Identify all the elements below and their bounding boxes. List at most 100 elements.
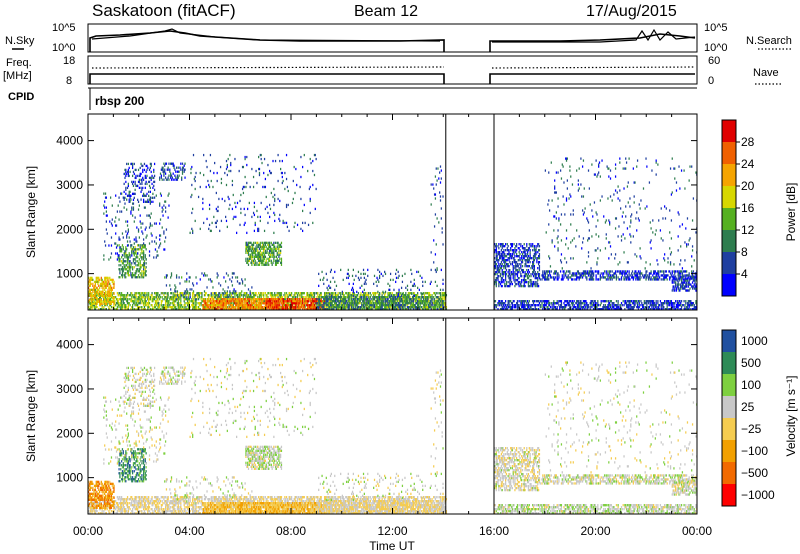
power-cell [189, 292, 191, 295]
power-cell [109, 302, 112, 305]
power-cell [160, 302, 162, 305]
power-cell [390, 302, 393, 305]
power-cell [212, 304, 214, 307]
power-cell [265, 302, 267, 305]
power-cell [175, 170, 177, 173]
power-cell [164, 206, 167, 209]
power-cell [131, 244, 133, 247]
power-cell [173, 306, 175, 309]
power-cell [250, 261, 252, 264]
power-cell [132, 296, 135, 299]
power-cell [144, 186, 146, 190]
power-cell [299, 185, 301, 189]
power-cell [272, 300, 274, 303]
power-cell [341, 304, 343, 307]
power-cell [91, 300, 93, 303]
power-cell [100, 276, 102, 280]
power-cell [241, 290, 243, 293]
power-cell [263, 298, 266, 301]
power-cell [312, 183, 314, 187]
power-cell [184, 308, 186, 311]
power-cell [150, 164, 152, 168]
power-cell [133, 248, 135, 251]
power-cell [258, 292, 260, 295]
power-cell [279, 300, 281, 303]
power-cell [131, 182, 134, 186]
power-cell [260, 294, 262, 297]
power-cell [283, 294, 285, 297]
power-cell [112, 286, 114, 290]
power-cell [258, 253, 261, 256]
power-cell [225, 308, 227, 311]
power-cell [412, 298, 415, 301]
power-cell [170, 296, 172, 299]
power-cell [332, 306, 334, 309]
power-cell [330, 304, 332, 307]
power-cell [170, 298, 172, 301]
power-cell [252, 247, 254, 250]
power-cell [298, 306, 300, 309]
power-cell [234, 296, 236, 299]
power-cell [232, 300, 234, 303]
power-cell [383, 292, 385, 295]
power-cell [225, 183, 228, 187]
power-cell [387, 306, 389, 309]
power-cell [382, 300, 384, 303]
power-cell [157, 292, 159, 295]
power-cell [192, 304, 194, 307]
power-cell [265, 300, 267, 303]
power-cell [285, 203, 288, 207]
power-cell [347, 304, 349, 307]
power-cell [231, 304, 234, 307]
power-cell [255, 253, 257, 256]
power-cell [244, 294, 246, 297]
power-cell [308, 308, 311, 311]
power-cell [395, 308, 397, 311]
power-cell [291, 300, 293, 303]
power-cell [214, 304, 217, 307]
power-cell [257, 227, 259, 231]
power-cell [170, 306, 173, 309]
power-cell [264, 304, 267, 307]
power-cell [142, 194, 144, 198]
power-cell [113, 306, 115, 309]
power-cell [114, 308, 116, 311]
power-cell [271, 292, 273, 295]
power-cell [109, 276, 111, 280]
power-cell [245, 241, 247, 245]
power-cell [208, 294, 211, 297]
power-cell [164, 248, 166, 251]
power-cell [294, 221, 296, 225]
power-cell [404, 294, 406, 297]
power-cell [429, 302, 431, 305]
power-cell [203, 304, 205, 307]
power-cell [231, 296, 234, 299]
power-cell [219, 302, 222, 305]
power-cell [274, 261, 277, 264]
power-cell [367, 294, 370, 297]
power-cell [174, 308, 176, 311]
power-cell [144, 174, 146, 178]
power-cell [429, 300, 431, 303]
power-cell [280, 257, 283, 260]
power-cell [142, 296, 145, 299]
power-cell [270, 247, 272, 250]
power-cell [218, 292, 220, 295]
power-cell [216, 171, 218, 175]
power-cell [368, 304, 371, 307]
power-cell [270, 241, 272, 245]
power-cell [131, 300, 134, 303]
power-cell [245, 298, 247, 301]
power-cell [277, 253, 279, 256]
power-cell [257, 255, 259, 258]
power-cell [181, 172, 184, 175]
power-cell [90, 276, 92, 280]
power-cell [311, 302, 313, 305]
power-cell [383, 296, 385, 299]
power-cell [365, 306, 367, 309]
power-cell [222, 308, 224, 311]
power-cell [314, 153, 316, 157]
power-cell [148, 200, 150, 203]
power-cell [308, 187, 311, 191]
power-cell [165, 300, 168, 303]
